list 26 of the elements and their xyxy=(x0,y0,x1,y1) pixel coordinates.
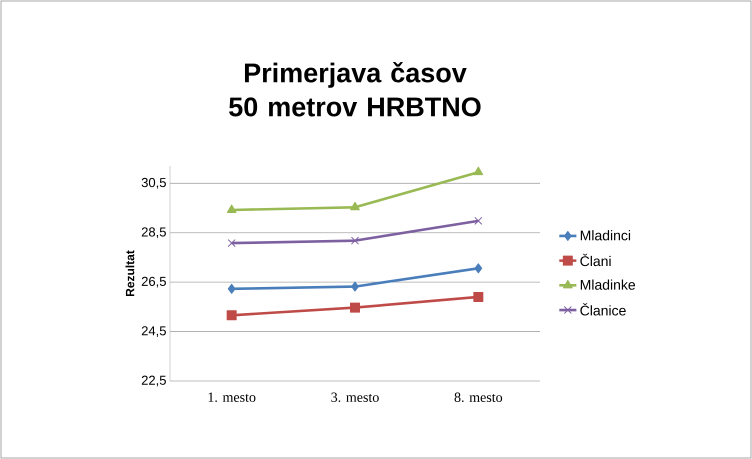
legend-label: Članice xyxy=(580,303,626,316)
point xyxy=(226,204,236,213)
point xyxy=(474,263,482,274)
legend-label: Mladinke xyxy=(580,280,636,290)
chart-title: Primerjava časov 50 metrov HRBTNO xyxy=(229,62,481,116)
legend-label: Člani xyxy=(580,254,611,266)
point xyxy=(474,216,482,225)
point xyxy=(228,284,236,294)
x-tick-label: 1. mesto xyxy=(208,392,256,402)
y-axis-title: Rezultat xyxy=(126,250,134,296)
point xyxy=(474,166,484,176)
x-tick-label: 8. mesto xyxy=(454,392,502,402)
legend-label: Mladinci xyxy=(580,230,630,240)
point xyxy=(350,202,360,210)
point xyxy=(228,239,236,248)
y-tick-label: 22,5 xyxy=(142,376,166,386)
point xyxy=(350,302,360,313)
y-tick-label: 26,5 xyxy=(142,276,166,288)
x-tick-label: 3. mesto xyxy=(331,392,379,402)
y-tick-label: 28,5 xyxy=(142,227,166,238)
y-tick-label: 30,5 xyxy=(142,178,166,189)
point xyxy=(351,282,359,292)
y-tick-label: 24,5 xyxy=(142,326,166,337)
point xyxy=(350,236,360,245)
point xyxy=(226,310,237,320)
point xyxy=(473,292,484,302)
